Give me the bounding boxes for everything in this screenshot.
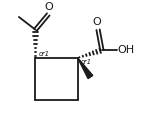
Text: or1: or1 [39,51,50,57]
Text: O: O [92,17,101,27]
Text: O: O [45,2,53,12]
Text: OH: OH [117,45,134,55]
Polygon shape [78,58,93,79]
Text: or1: or1 [81,59,92,65]
